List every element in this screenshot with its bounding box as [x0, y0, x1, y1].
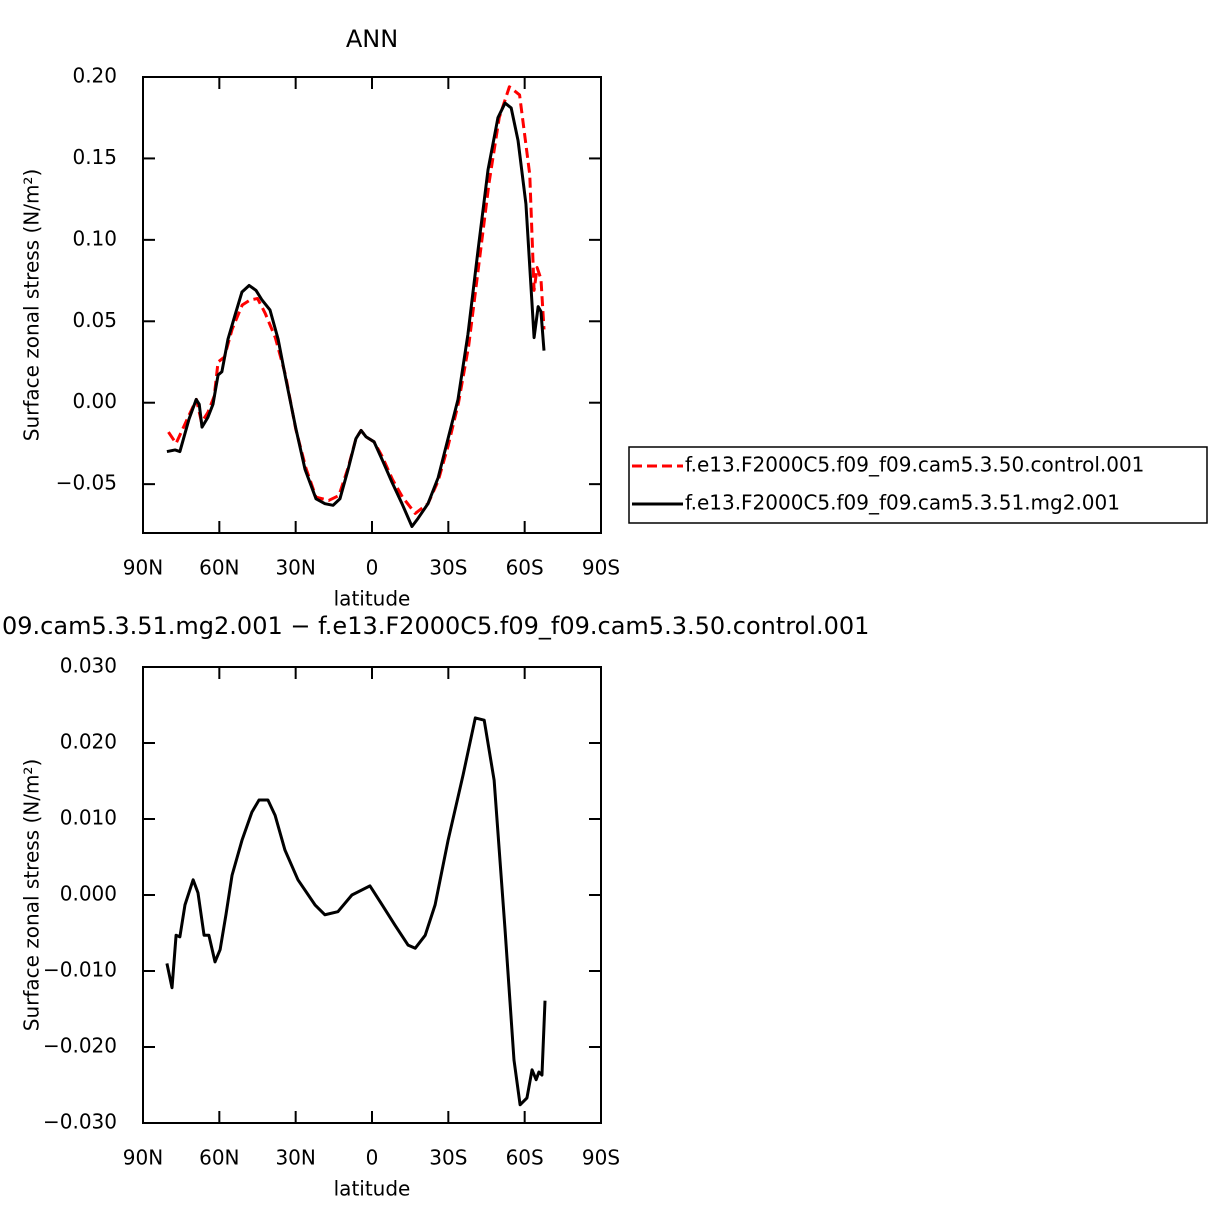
- x-tick-label: 60N: [199, 1146, 239, 1170]
- plot-frame: [142, 76, 602, 534]
- y-tick-label: −0.030: [43, 1110, 117, 1134]
- y-axis-label: Surface zonal stress (N/m²): [20, 169, 44, 441]
- y-tick-label: 0.05: [72, 308, 117, 332]
- x-tick-label: 0: [366, 1146, 379, 1170]
- chart-title: 09.cam5.3.51.mg2.001 − f.e13.F2000C5.f09…: [2, 612, 869, 640]
- x-tick-label: 30N: [275, 1146, 315, 1170]
- y-tick-label: 0.010: [60, 806, 117, 830]
- x-tick-label: 30N: [275, 556, 315, 580]
- data-line: [167, 85, 546, 515]
- y-tick-label: 0.020: [60, 730, 117, 754]
- legend-label: f.e13.F2000C5.f09_f09.cam5.3.51.mg2.001: [685, 491, 1120, 515]
- y-tick-label: −0.020: [43, 1034, 117, 1058]
- x-tick-label: 60S: [506, 1146, 544, 1170]
- x-tick-label: 30S: [429, 1146, 467, 1170]
- y-axis-label: Surface zonal stress (N/m²): [20, 759, 44, 1031]
- x-tick-label: 90N: [123, 1146, 163, 1170]
- legend-label: f.e13.F2000C5.f09_f09.cam5.3.50.control.…: [685, 453, 1144, 477]
- x-tick-label: 90S: [582, 556, 620, 580]
- x-tick-label: 30S: [429, 556, 467, 580]
- y-tick-label: −0.010: [43, 958, 117, 982]
- y-tick-label: 0.15: [72, 145, 117, 169]
- y-tick-label: 0.000: [60, 882, 117, 906]
- data-line: [165, 716, 547, 1107]
- y-tick-label: 0.20: [72, 64, 117, 88]
- x-tick-label: 0: [366, 556, 379, 580]
- x-tick-label: 60S: [506, 556, 544, 580]
- x-tick-label: 90S: [582, 1146, 620, 1170]
- x-axis-label: latitude: [334, 1177, 411, 1201]
- chart-title: ANN: [346, 25, 398, 53]
- data-line: [166, 101, 546, 528]
- y-tick-label: 0.030: [60, 654, 117, 678]
- legend-box: [628, 446, 1208, 524]
- y-tick-label: −0.05: [56, 471, 117, 495]
- plot-frame: [142, 666, 602, 1124]
- x-axis-label: latitude: [334, 587, 411, 611]
- x-tick-label: 90N: [123, 556, 163, 580]
- x-tick-label: 60N: [199, 556, 239, 580]
- y-tick-label: 0.00: [72, 389, 117, 413]
- y-tick-label: 0.10: [72, 226, 117, 250]
